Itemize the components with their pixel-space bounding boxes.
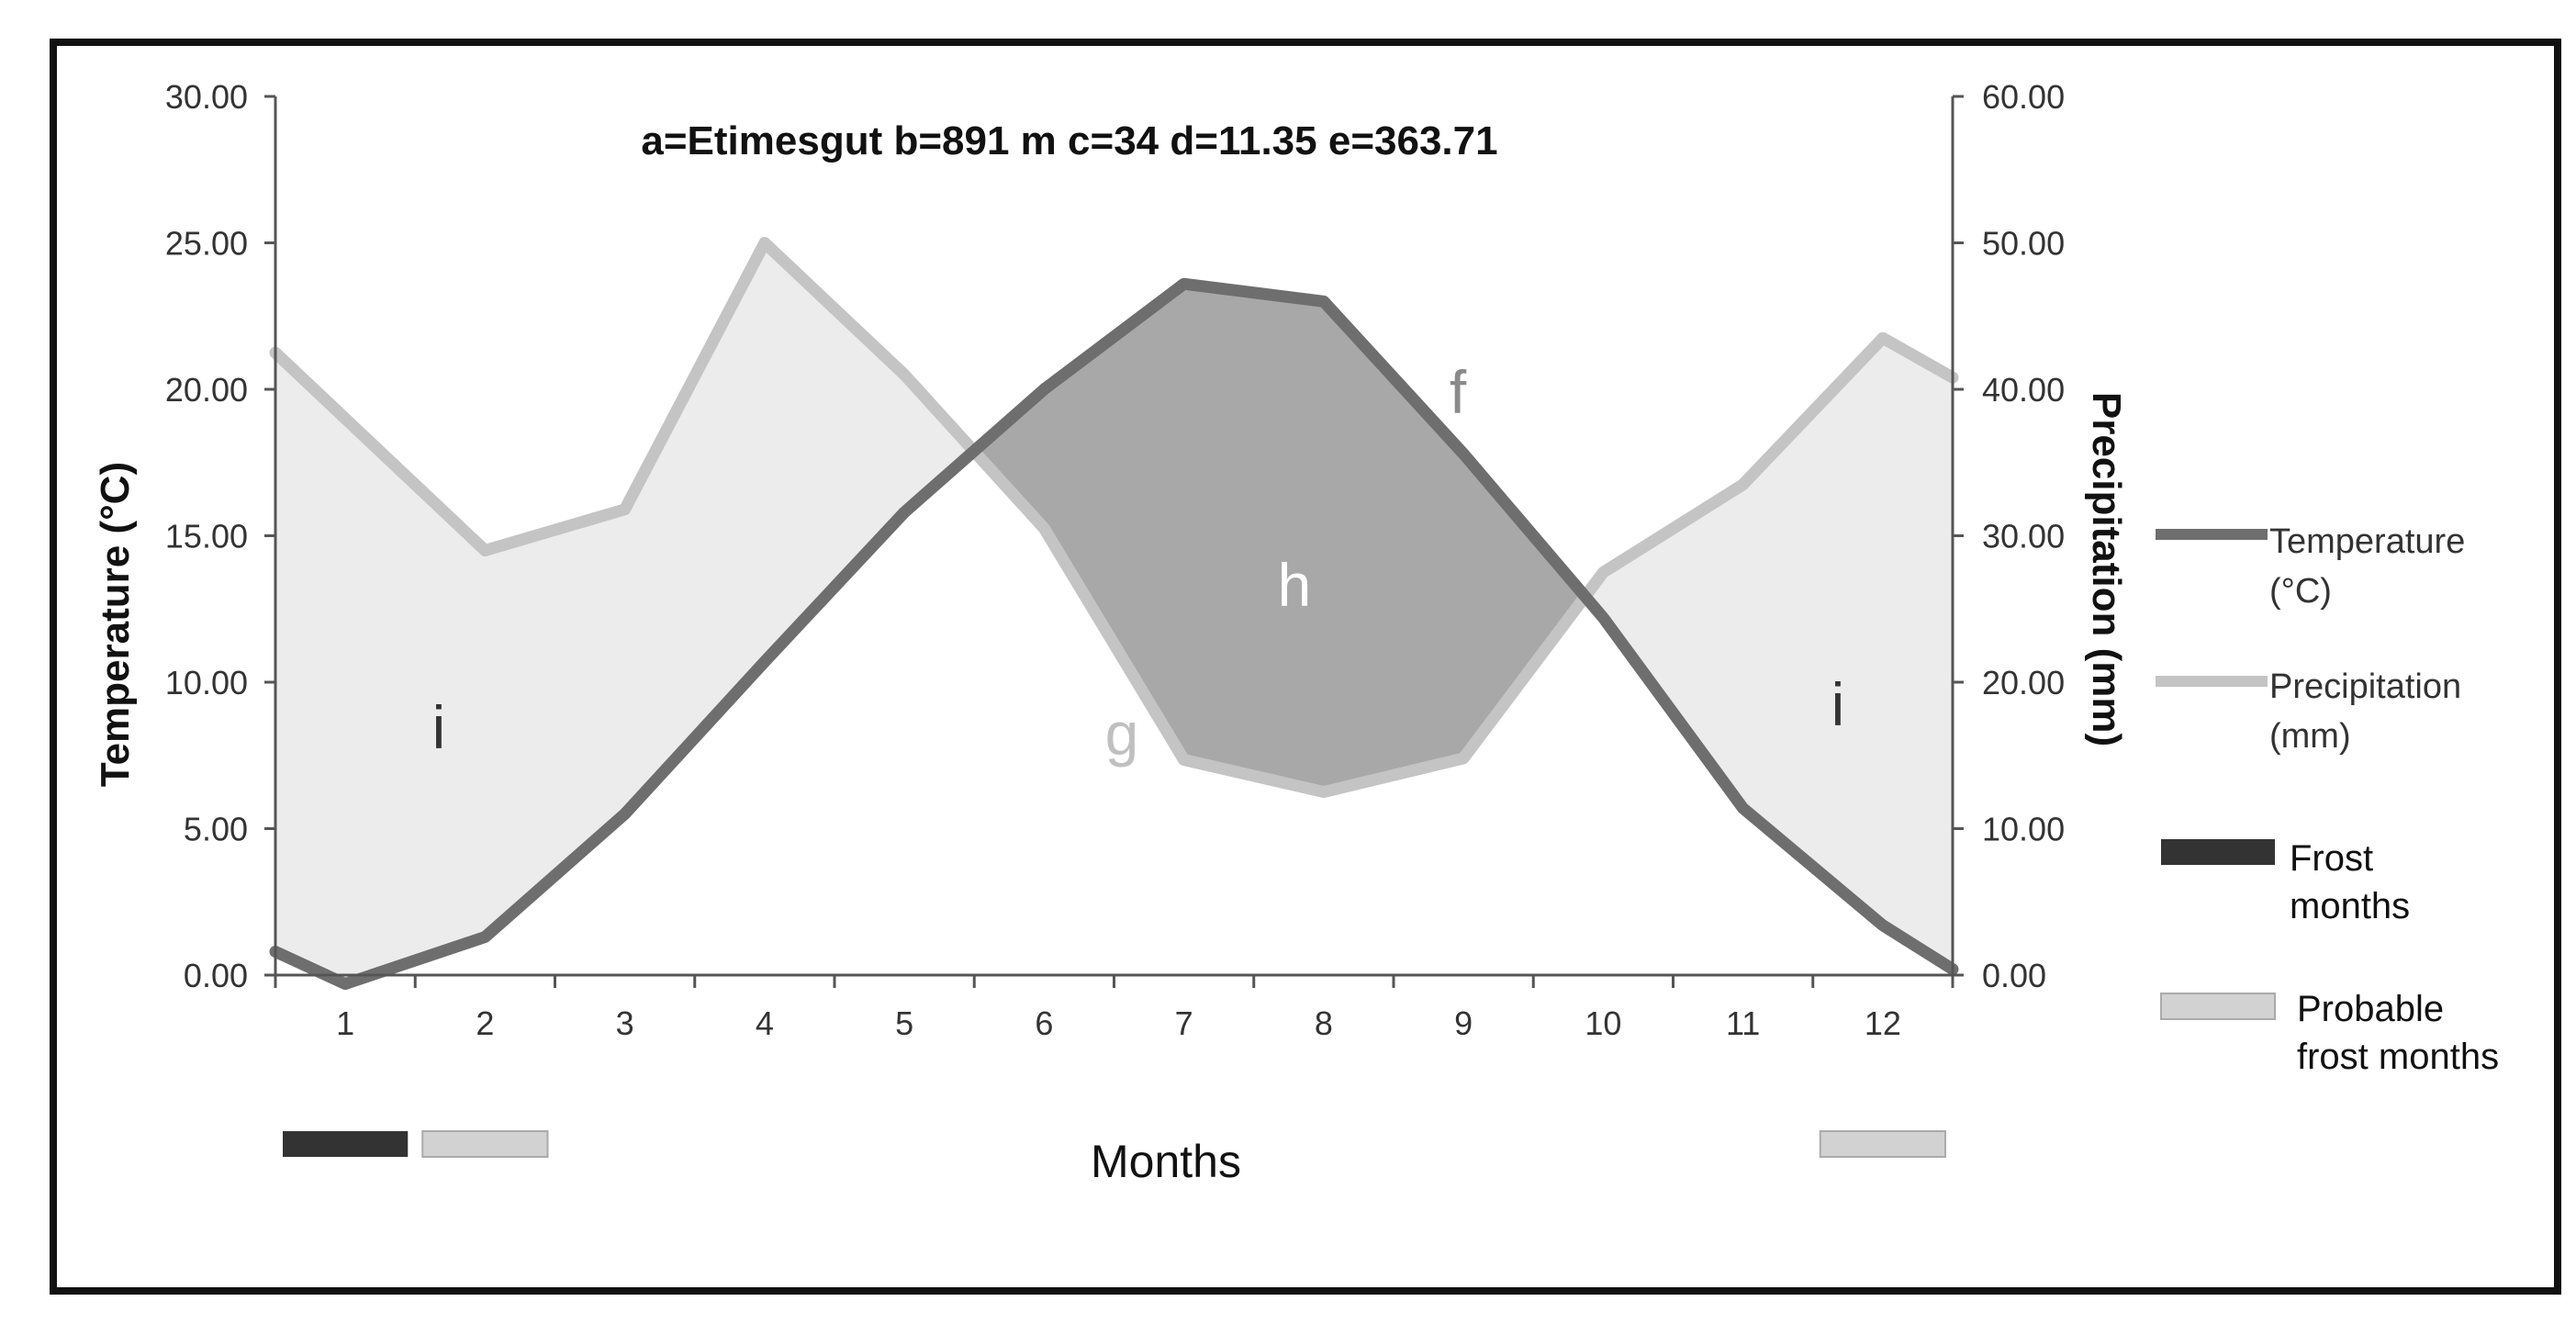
- legend-temperature-label-line2: (°C): [2269, 572, 2332, 611]
- y-left-tick-label: 25.00: [165, 225, 248, 263]
- y-left-tick-label: 20.00: [165, 371, 248, 409]
- y-right-tick-label: 0.00: [1982, 957, 2046, 994]
- legend-frost-label: Frost months: [2290, 838, 2410, 926]
- temperature-line: [269, 277, 1959, 991]
- x-tick-label: 11: [1726, 1004, 1760, 1042]
- y-right-tick-label: 50.00: [1982, 225, 2065, 263]
- x-tick-label: 2: [476, 1004, 494, 1042]
- arid-period-fill: [1183, 283, 1325, 793]
- y-right-tick-label: 60.00: [1982, 78, 2065, 116]
- x-tick-label: 1: [336, 1004, 354, 1042]
- humid-period-fill: [274, 351, 346, 985]
- legend-frost-label-line2: months: [2290, 886, 2410, 926]
- legend-precipitation-label-line2: (mm): [2269, 717, 2351, 756]
- frost-month-bar: [283, 1131, 409, 1157]
- probable-frost-month-bar: [1819, 1130, 1946, 1158]
- probable-frost-month-bar: [421, 1130, 549, 1158]
- legend-frost-swatch: [2161, 839, 2275, 865]
- x-tick-label: 3: [616, 1004, 634, 1042]
- legend-probable-frost-swatch: [2160, 993, 2276, 1020]
- legend-temperature-label: Temperature (°C): [2269, 522, 2475, 611]
- chart-title: a=Etimesgut b=891 m c=34 d=11.35 e=363.7…: [641, 118, 1497, 163]
- y-right-tick-label: 30.00: [1982, 518, 2065, 555]
- legend-probable-frost-label-line2: frost months: [2297, 1037, 2499, 1077]
- x-tick-label: 7: [1175, 1004, 1193, 1042]
- fills-layer: [274, 241, 1954, 985]
- x-axis-title: Months: [1091, 1136, 1241, 1187]
- y-left-tick-label: 0.00: [184, 957, 248, 994]
- x-tick-label: 12: [1865, 1004, 1901, 1042]
- annotation-h: h: [1278, 551, 1312, 619]
- x-tick-label: 5: [895, 1004, 913, 1042]
- legend-temperature-label-line1: Temperature: [2269, 522, 2465, 561]
- y-left-tick-label: 5.00: [184, 811, 248, 848]
- humid-period-fill: [1882, 337, 1954, 970]
- annotation-i-right: i: [1831, 670, 1845, 738]
- y-right-tick-label: 40.00: [1982, 371, 2065, 409]
- precipitation-line: [269, 237, 1959, 799]
- y-axis-right-title: Precipitation (mm): [2084, 392, 2129, 746]
- x-tick-label: 8: [1315, 1004, 1333, 1042]
- frost-bars: [283, 1130, 1946, 1158]
- lines-layer: [269, 237, 1959, 991]
- y-right-tick-label: 20.00: [1982, 664, 2065, 701]
- x-tick-label: 6: [1035, 1004, 1053, 1042]
- legend-probable-frost-label: Probable frost months: [2297, 989, 2499, 1077]
- annotation-i-left: i: [432, 693, 446, 761]
- y-axis-left-title: Temperature (°C): [93, 462, 138, 787]
- legend-precipitation-label-line1: Precipitation: [2269, 668, 2461, 706]
- ticks-layer: 0.00 5.00 10.00 15.00 20.00 25.00 30.00 0.00 10.…: [165, 78, 2065, 1042]
- y-left-tick-label: 30.00: [165, 78, 248, 116]
- annotation-g: g: [1105, 700, 1139, 768]
- legend-frost-label-line1: Frost: [2290, 838, 2373, 879]
- annotation-f: f: [1450, 358, 1467, 426]
- legend-precipitation-label: Precipitation (mm): [2269, 668, 2471, 756]
- y-left-tick-label: 10.00: [165, 664, 248, 701]
- x-tick-label: 4: [756, 1004, 774, 1042]
- x-tick-label: 9: [1454, 1004, 1473, 1042]
- y-left-tick-label: 15.00: [165, 518, 248, 555]
- y-right-tick-label: 10.00: [1982, 811, 2065, 848]
- x-tick-label: 10: [1585, 1004, 1621, 1042]
- legend-probable-frost-label-line1: Probable: [2297, 989, 2444, 1029]
- legend: Temperature (°C) Precipitation (mm) Fros…: [2156, 522, 2499, 1077]
